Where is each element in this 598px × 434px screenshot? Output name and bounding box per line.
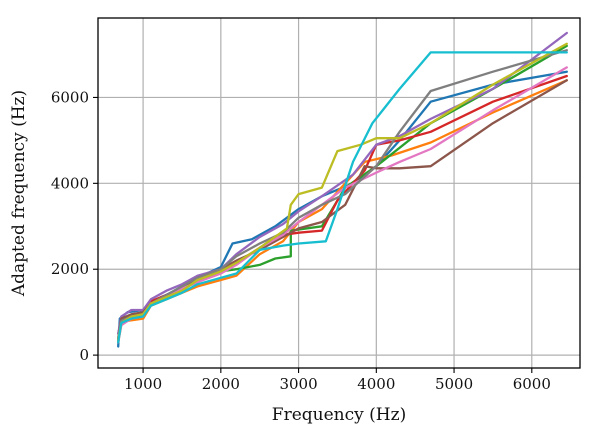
- x-tick-label: 1000: [124, 375, 162, 393]
- series-line-6: [117, 79, 568, 340]
- x-tick-label: 2000: [202, 375, 240, 393]
- series-layer: [117, 31, 568, 348]
- x-tick-label: 6000: [513, 375, 551, 393]
- x-tick-label: 5000: [435, 375, 473, 393]
- ticks-layer: 1000 2000 3000 4000 5000 6000 0 2000 4000 6000: [51, 88, 551, 393]
- y-tick-label: 4000: [51, 174, 89, 192]
- y-tick-label: 2000: [51, 260, 89, 278]
- series-line-10: [117, 51, 568, 344]
- y-tick-label: 6000: [51, 88, 89, 106]
- series-line-1: [117, 70, 568, 348]
- plot-frame: [97, 17, 581, 369]
- x-tick-label: 3000: [279, 375, 317, 393]
- y-tick-label: 0: [79, 346, 89, 364]
- x-tick-label: 4000: [357, 375, 395, 393]
- y-axis-label: Adapted frequency (Hz): [9, 90, 29, 297]
- x-axis-label: Frequency (Hz): [272, 405, 406, 425]
- series-line-9: [117, 42, 568, 342]
